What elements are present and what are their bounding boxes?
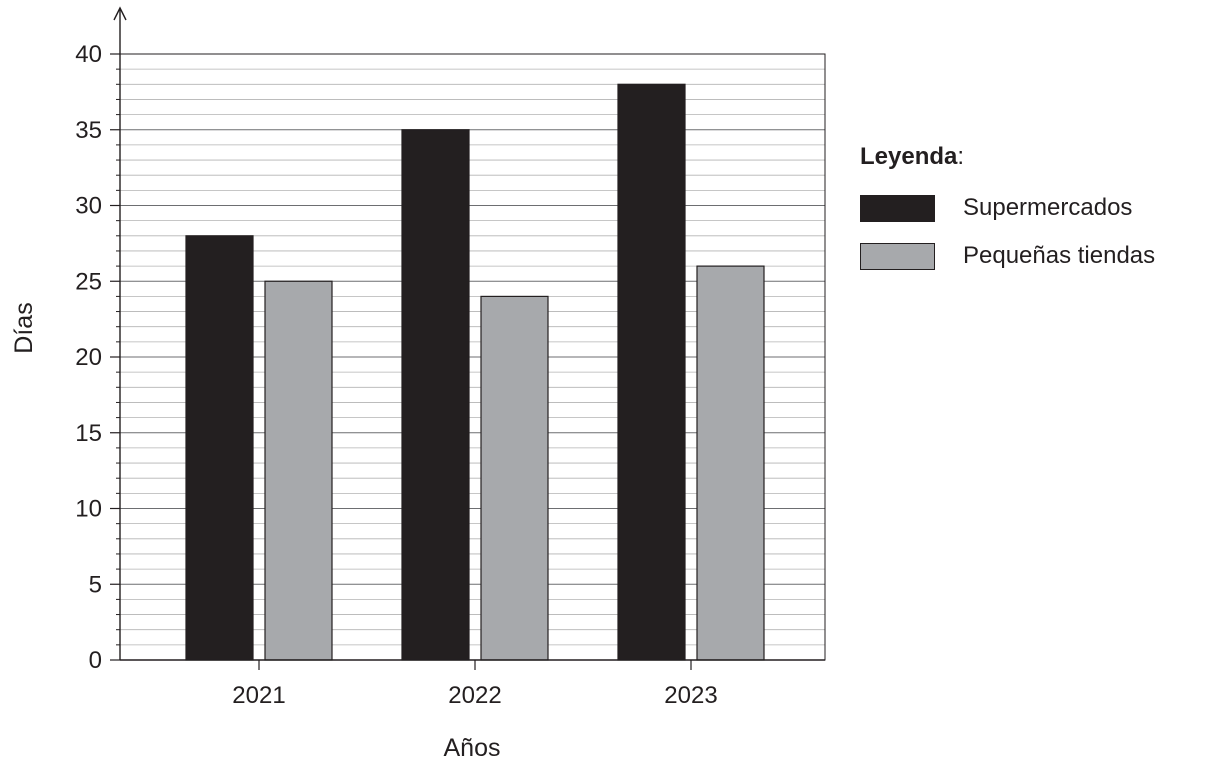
legend-label-pequenas-tiendas: Pequeñas tiendas	[963, 242, 1156, 269]
y-tick-label: 5	[89, 571, 102, 598]
bar-2023-series-1	[617, 83, 686, 661]
legend: Leyenda: Supermercados Pequeñas tiendas	[860, 140, 1205, 270]
y-axis-title: Días	[10, 302, 38, 353]
legend-title: Leyenda:	[860, 140, 1205, 174]
legend-item-pequenas-tiendas: Pequeñas tiendas	[860, 242, 1205, 270]
legend-label-supermercados: Supermercados	[963, 194, 1133, 221]
bar-2023-series-2	[696, 265, 765, 661]
bar-2022-series-1	[401, 129, 470, 661]
bar-2021-series-1	[185, 235, 254, 661]
x-tick-label: 2022	[448, 682, 501, 709]
legend-swatch-pequenas-tiendas	[860, 242, 935, 270]
y-tick-label: 40	[75, 41, 102, 68]
x-axis-title: Años	[444, 734, 501, 762]
y-tick-label: 15	[75, 420, 102, 447]
legend-swatch-supermercados	[860, 194, 935, 222]
y-tick-label: 10	[75, 496, 102, 523]
y-tick-label: 20	[75, 344, 102, 371]
x-ticks: 2021 2022 2023	[232, 660, 718, 709]
legend-title-colon: :	[957, 143, 965, 170]
x-tick-label: 2021	[232, 682, 285, 709]
y-tick-label: 35	[75, 117, 102, 144]
bar-2022-series-2	[480, 295, 549, 661]
y-axis-arrow-icon	[113, 6, 127, 21]
legend-title-text: Leyenda	[860, 143, 958, 170]
y-tick-label: 25	[75, 268, 102, 295]
x-tick-label: 2023	[664, 682, 717, 709]
legend-item-supermercados: Supermercados	[860, 194, 1205, 222]
y-tick-label: 30	[75, 193, 102, 220]
y-ticks: 0 5 10 15 20 25 30 35 40	[75, 41, 120, 674]
bars	[185, 83, 765, 661]
y-tick-label: 0	[89, 647, 102, 674]
bar-2021-series-2	[264, 280, 333, 661]
